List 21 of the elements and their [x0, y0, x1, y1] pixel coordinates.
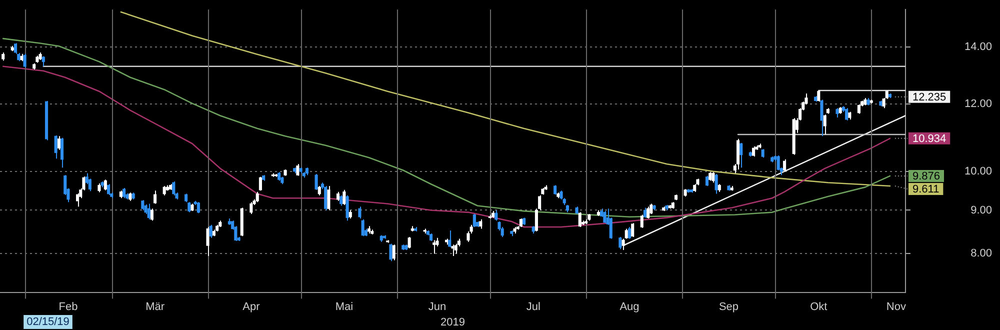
x-tick-label: Jun	[428, 301, 446, 314]
x-axis-title: 2019	[440, 316, 465, 328]
y-tick-label: 12.00	[964, 98, 992, 110]
y-tick-label: 9.00	[970, 204, 992, 216]
y-tick-label: 14.00	[964, 41, 992, 54]
text: 02/15/19	[26, 316, 70, 328]
x-tick-label: Mär	[146, 301, 165, 314]
x-tick-label: Aug	[620, 301, 640, 314]
x-tick-label: Jul	[526, 301, 540, 314]
y-tick-label: 10.00	[964, 165, 992, 178]
annotation: 9.876	[912, 170, 940, 182]
x-tick-label: Okt	[810, 301, 828, 314]
annotation: 10.934	[912, 132, 946, 145]
x-tick-label: Mai	[335, 301, 354, 314]
annotation: 9.611	[912, 183, 940, 196]
x-tick-label: Sep	[718, 301, 739, 314]
x-tick-label: Feb	[58, 301, 78, 314]
y-tick-label: 8.00	[970, 248, 992, 260]
x-tick-label: Nov	[886, 301, 906, 314]
annotation: 12.235	[912, 91, 946, 104]
x-tick-label: Apr	[242, 301, 260, 314]
